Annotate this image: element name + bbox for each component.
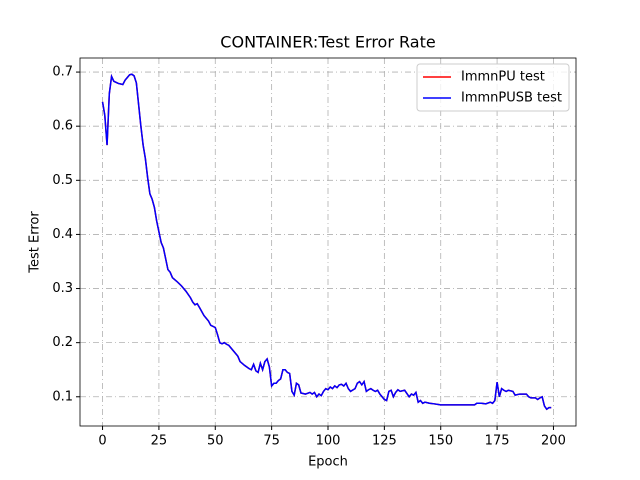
y-axis-label: Test Error (28, 211, 43, 274)
y-tick-label: 0.6 (52, 119, 73, 134)
y-tick-label: 0.2 (52, 335, 73, 350)
x-tick-label: 50 (207, 434, 224, 449)
y-tick-label: 0.3 (52, 281, 73, 296)
x-tick-label: 25 (151, 434, 168, 449)
x-tick-label: 75 (263, 434, 280, 449)
y-tick-label: 0.1 (52, 389, 73, 404)
legend-label: ImmnPUSB test (461, 91, 562, 106)
x-tick-label: 0 (98, 434, 106, 449)
y-tick-label: 0.5 (52, 173, 73, 188)
chart-title: CONTAINER:Test Error Rate (220, 33, 435, 52)
x-tick-label: 175 (485, 434, 510, 449)
x-tick-label: 125 (372, 434, 397, 449)
legend-box (416, 63, 570, 112)
series-line (101, 73, 552, 411)
legend-label: ImmnPU test (461, 70, 545, 85)
y-tick-label: 0.7 (52, 65, 73, 80)
x-tick-label: 150 (428, 434, 453, 449)
x-axis-label: Epoch (308, 455, 348, 470)
series-line (101, 73, 552, 411)
y-tick-label: 0.4 (52, 227, 73, 242)
x-tick-label: 100 (316, 434, 341, 449)
plot-frame (79, 57, 577, 427)
x-tick-label: 200 (541, 434, 566, 449)
